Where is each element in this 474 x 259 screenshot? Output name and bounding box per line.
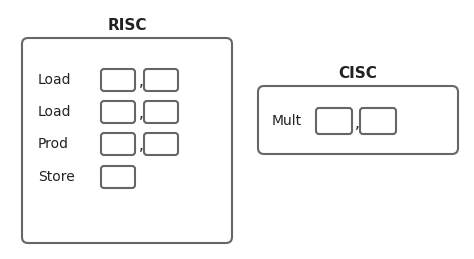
FancyBboxPatch shape xyxy=(258,86,458,154)
Text: ,: , xyxy=(355,116,359,131)
Text: Prod: Prod xyxy=(38,137,69,151)
FancyBboxPatch shape xyxy=(144,69,178,91)
Text: Load: Load xyxy=(38,105,72,119)
FancyBboxPatch shape xyxy=(22,38,232,243)
FancyBboxPatch shape xyxy=(360,108,396,134)
FancyBboxPatch shape xyxy=(144,101,178,123)
Text: ,: , xyxy=(138,106,144,121)
FancyBboxPatch shape xyxy=(101,101,135,123)
FancyBboxPatch shape xyxy=(101,69,135,91)
Text: CISC: CISC xyxy=(338,66,377,81)
Text: ,: , xyxy=(138,139,144,154)
FancyBboxPatch shape xyxy=(101,166,135,188)
FancyBboxPatch shape xyxy=(144,133,178,155)
Text: Load: Load xyxy=(38,73,72,87)
Text: RISC: RISC xyxy=(107,18,147,32)
FancyBboxPatch shape xyxy=(316,108,352,134)
FancyBboxPatch shape xyxy=(101,133,135,155)
Text: ,: , xyxy=(138,75,144,90)
Text: Mult: Mult xyxy=(272,114,302,128)
Text: Store: Store xyxy=(38,170,75,184)
